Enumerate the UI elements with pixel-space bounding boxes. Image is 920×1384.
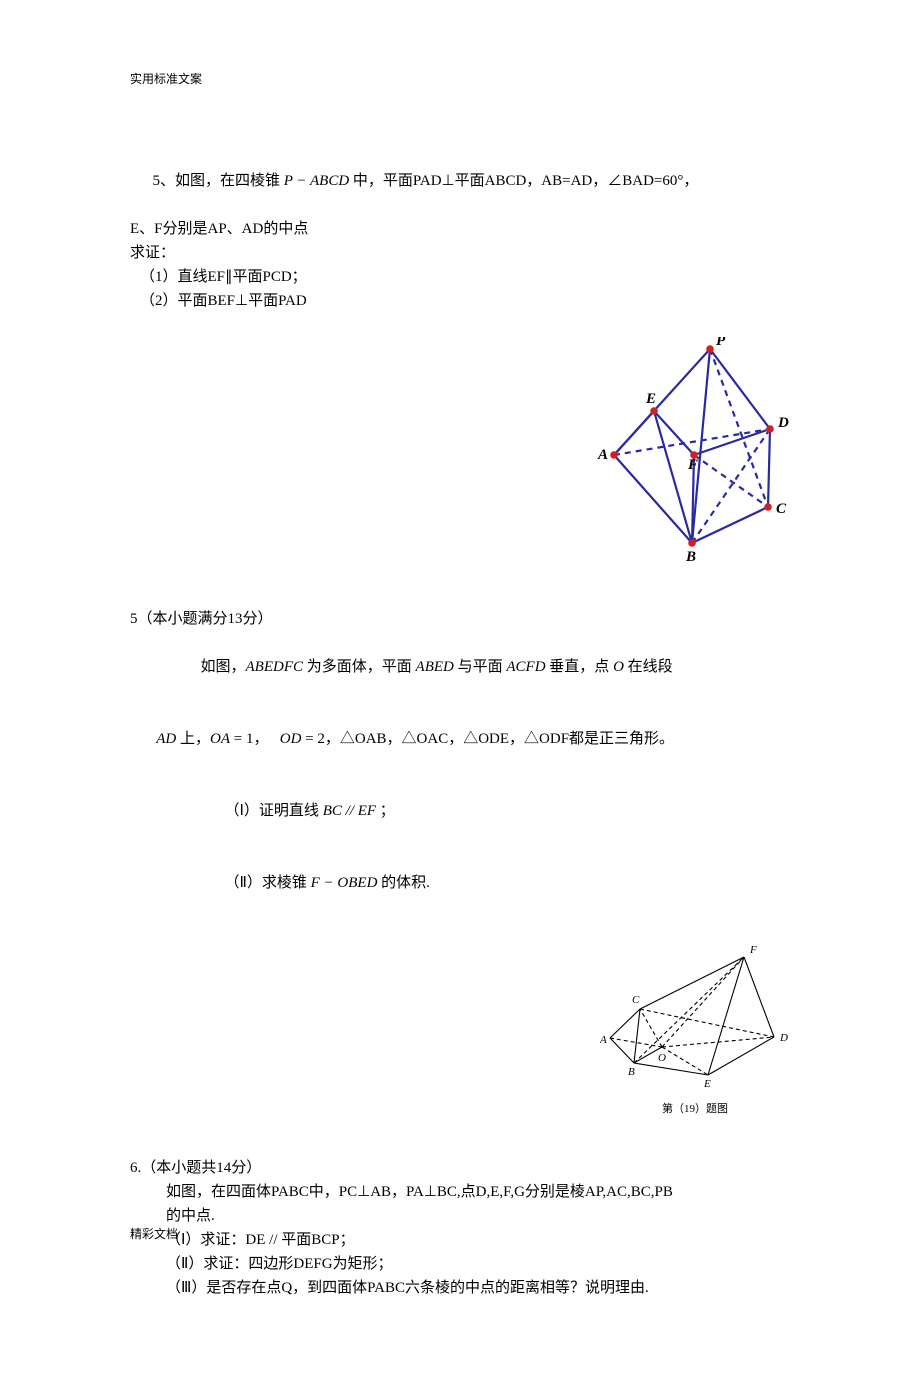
p5a-l1-mid: 中，平面PAD⊥平面ABCD，AB=AD，∠BAD=60°， — [349, 173, 698, 189]
problem-6: 6.（本小题共14分） 如图，在四面体PABC中，PC⊥AB，PA⊥BC,点D,… — [130, 1156, 790, 1300]
svg-text:A: A — [600, 1034, 607, 1046]
p5b-l2-i2: ABED — [416, 659, 454, 675]
p5b-line5: （Ⅱ）求棱锥 F − OBED 的体积. — [130, 847, 790, 919]
svg-text:B: B — [685, 549, 696, 565]
p5b-l5-pre: （Ⅱ）求棱锥 — [225, 875, 311, 891]
p5b-line1: 5（本小题满分13分） — [130, 607, 790, 631]
p5a-line2: E、F分别是AP、AD的中点 — [130, 217, 790, 241]
svg-text:P: P — [716, 337, 726, 349]
figure-2-block: A B C O E D F 第（19）题图 — [130, 943, 790, 1116]
figure-1-svg: P E D A F C B — [590, 337, 790, 567]
p5b-l3-i2: OA — [210, 731, 230, 747]
p6-line2b: 的中点. — [130, 1204, 790, 1228]
svg-text:E: E — [703, 1078, 711, 1090]
figure-1-block: P E D A F C B — [130, 337, 790, 567]
p5b-line3: AD 上，OA = 1， OD = 2，△OAB，△OAC，△ODE，△ODF都… — [130, 703, 790, 775]
p5b-l2-pre: 如图， — [201, 659, 246, 675]
problem-5b: 5（本小题满分13分） 如图，ABEDFC 为多面体，平面 ABED 与平面 A… — [130, 607, 790, 919]
p5a-l1-i1: P − ABCD — [284, 173, 349, 189]
figure-2-caption: 第（19）题图 — [600, 1100, 790, 1116]
p5b-l2-mid: 为多面体，平面 — [303, 659, 416, 675]
page-footer: 精彩文档 — [130, 1225, 178, 1242]
p5b-l2-mid4: 在线段 — [624, 659, 673, 675]
p5b-l2-i3: ACFD — [506, 659, 545, 675]
svg-text:C: C — [776, 501, 787, 517]
p5b-l3-eq2: = 2，△OAB，△OAC，△ODE，△ODF都是正三角形。 — [301, 731, 674, 747]
p5a-line3: 求证： — [130, 241, 790, 265]
figure-2-svg: A B C O E D F — [600, 943, 790, 1093]
p5b-l3-i1: AD — [156, 731, 176, 747]
p5b-l4-i1: BC // EF — [323, 803, 376, 819]
p5b-line4: （Ⅰ）证明直线 BC // EF ； — [130, 775, 790, 847]
p5b-l5-post: 的体积. — [377, 875, 430, 891]
p5a-line1: 5、如图，在四棱锥 P − ABCD 中，平面PAD⊥平面ABCD，AB=AD，… — [130, 145, 790, 217]
p6-line2: 如图，在四面体PABC中，PC⊥AB，PA⊥BC,点D,E,F,G分别是棱AP,… — [130, 1180, 790, 1204]
svg-text:C: C — [632, 994, 640, 1006]
p5b-l4-pre: （Ⅰ）证明直线 — [225, 803, 323, 819]
svg-text:O: O — [658, 1052, 666, 1064]
p5b-l3-pre: 上， — [176, 731, 210, 747]
p5b-l3-eq1: = 1， — [230, 731, 280, 747]
p5b-l5-i1: F − OBED — [311, 875, 378, 891]
p5b-l4-post: ； — [376, 803, 395, 819]
p5a-l1-pre: 5、如图，在四棱锥 — [153, 173, 284, 189]
p6-line5: （Ⅲ）是否存在点Q，到四面体PABC六条棱的中点的距离相等？说明理由. — [130, 1276, 790, 1300]
p5b-l2-mid2: 与平面 — [454, 659, 507, 675]
p5b-l2-i1: ABEDFC — [246, 659, 304, 675]
p6-line1: 6.（本小题共14分） — [130, 1156, 790, 1180]
p5b-l2-mid3: 垂直，点 — [546, 659, 614, 675]
svg-text:D: D — [779, 1032, 788, 1044]
svg-text:B: B — [628, 1066, 635, 1078]
svg-text:F: F — [687, 457, 698, 473]
p5a-line5: （2）平面BEF⊥平面PAD — [130, 289, 790, 313]
p5b-l3-i3: OD — [280, 731, 302, 747]
p6-line4: （Ⅱ）求证：四边形DEFG为矩形； — [130, 1252, 790, 1276]
svg-text:F: F — [749, 944, 757, 956]
problem-5a: 5、如图，在四棱锥 P − ABCD 中，平面PAD⊥平面ABCD，AB=AD，… — [130, 145, 790, 313]
page-header: 实用标准文案 — [130, 70, 790, 87]
svg-text:E: E — [645, 391, 656, 407]
p5a-line4: （1）直线EF∥平面PCD； — [130, 265, 790, 289]
p5b-line2: 如图，ABEDFC 为多面体，平面 ABED 与平面 ACFD 垂直，点 O 在… — [130, 631, 790, 703]
svg-text:D: D — [777, 415, 789, 431]
p6-line3: （Ⅰ）求证：DE // 平面BCP； — [130, 1228, 790, 1252]
p5b-l2-i4: O — [613, 659, 624, 675]
svg-text:A: A — [597, 447, 608, 463]
